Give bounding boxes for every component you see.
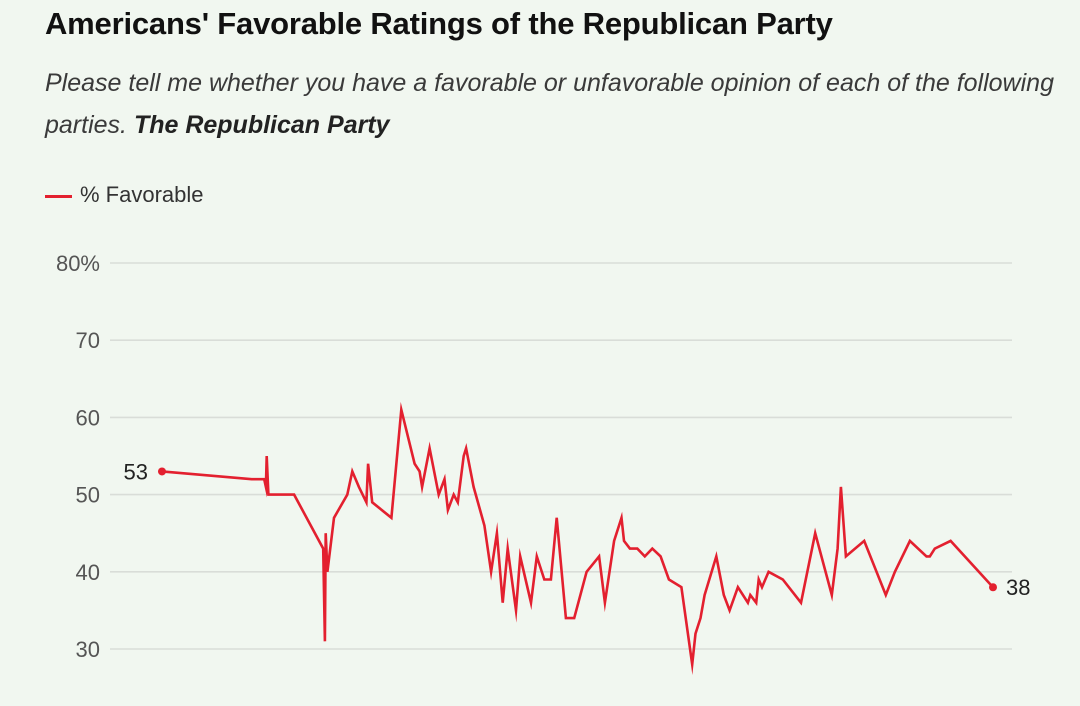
subtitle-question: Please tell me whether you have a favora…: [45, 69, 1054, 139]
y-tick-label-40: 40: [76, 560, 100, 585]
y-tick-label-80: 80%: [56, 251, 100, 276]
gridlines: [110, 262, 1012, 650]
legend-line-swatch-icon: [45, 194, 72, 198]
subtitle-emphasis: The Republican Party: [133, 111, 390, 139]
y-tick-label-50: 50: [76, 483, 100, 508]
legend: % Favorable: [45, 182, 204, 208]
y-axis-tick-labels: 80% 70 60 50 40 30: [56, 251, 100, 662]
y-tick-label-70: 70: [76, 328, 100, 353]
y-tick-label-60: 60: [76, 405, 100, 430]
chart-title: Americans' Favorable Ratings of the Repu…: [45, 6, 833, 41]
end-value-label: 38: [1006, 575, 1030, 600]
start-value-label: 53: [124, 459, 148, 484]
y-tick-label-30: 30: [76, 637, 100, 662]
data-labels: 53 38: [124, 459, 1031, 600]
legend-label: % Favorable: [80, 182, 204, 207]
start-point-marker: [158, 467, 166, 476]
series-line: [161, 401, 994, 676]
chart-subtitle: Please tell me whether you have a favora…: [45, 62, 1055, 146]
series-favorable: [158, 401, 997, 676]
end-point-marker: [989, 583, 997, 592]
